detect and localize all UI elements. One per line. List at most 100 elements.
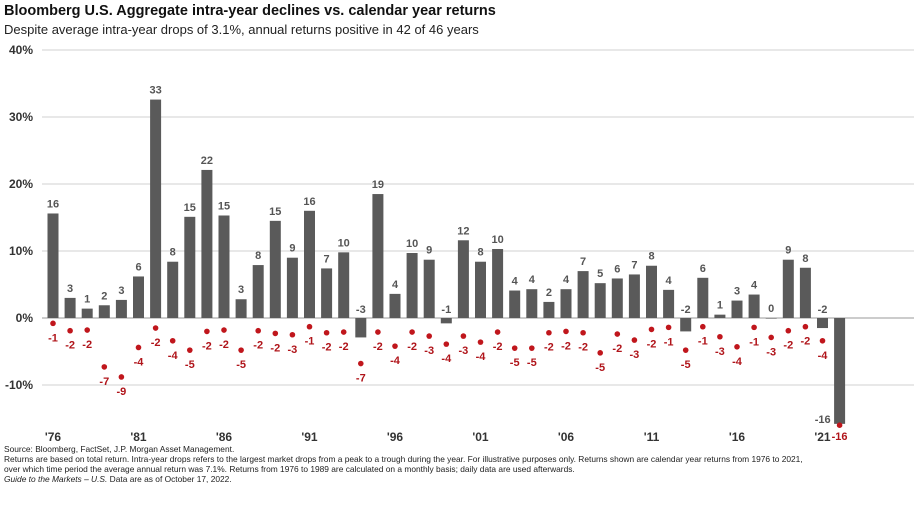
dot-label: -4 bbox=[134, 356, 145, 368]
bar-label: 10 bbox=[406, 238, 418, 250]
bar-label: 4 bbox=[563, 274, 570, 286]
bar bbox=[765, 318, 777, 319]
intra-year-decline-dot bbox=[580, 329, 586, 336]
bar bbox=[799, 267, 811, 318]
chart-title: Bloomberg U.S. Aggregate intra-year decl… bbox=[4, 3, 496, 19]
bar-label: 8 bbox=[255, 250, 261, 262]
dot-label: -5 bbox=[510, 357, 520, 369]
bar-label: 4 bbox=[512, 276, 519, 288]
y-tick-label: -10% bbox=[5, 378, 33, 392]
intra-year-decline-dot bbox=[306, 323, 313, 330]
bar bbox=[389, 293, 401, 318]
dot-label: -2 bbox=[253, 340, 263, 352]
bar bbox=[133, 276, 144, 318]
intra-year-decline-dot bbox=[751, 324, 757, 331]
bar bbox=[286, 257, 298, 318]
dot-label: -2 bbox=[339, 341, 349, 353]
bar-label: 16 bbox=[303, 196, 315, 208]
bar-label: 6 bbox=[135, 261, 141, 273]
bar bbox=[560, 289, 572, 318]
bar bbox=[338, 252, 350, 318]
bar bbox=[115, 299, 127, 318]
bar-label: 3 bbox=[118, 285, 124, 297]
y-tick-label: 20% bbox=[9, 177, 33, 191]
bar-label: 9 bbox=[426, 245, 432, 257]
bar bbox=[184, 216, 196, 318]
bar-label: 8 bbox=[477, 247, 483, 259]
dot-label: -2 bbox=[407, 341, 417, 353]
bar-label: 22 bbox=[201, 155, 213, 167]
bar-label: 2 bbox=[101, 290, 107, 302]
dot-label: -2 bbox=[151, 337, 161, 349]
dot-label: -4 bbox=[441, 353, 452, 365]
intra-year-decline-dot bbox=[204, 328, 210, 335]
bar-label: 33 bbox=[149, 85, 161, 97]
footnote-date: Data are as of October 17, 2022. bbox=[107, 474, 232, 484]
bar-label: 1 bbox=[717, 300, 723, 312]
dot-label: -1 bbox=[664, 336, 674, 348]
intra-year-decline-dot bbox=[665, 324, 672, 331]
x-tick-label: '86 bbox=[216, 430, 233, 444]
bar bbox=[321, 268, 333, 318]
y-tick-label: 40% bbox=[9, 43, 33, 57]
bar bbox=[457, 240, 469, 318]
bar bbox=[834, 318, 846, 424]
bar bbox=[218, 215, 230, 318]
dot-label: -2 bbox=[801, 336, 811, 348]
intra-year-decline-dot bbox=[289, 331, 296, 338]
intra-year-decline-dot bbox=[169, 337, 176, 344]
bar bbox=[423, 259, 435, 318]
bar bbox=[47, 213, 59, 318]
bar-label: 8 bbox=[802, 253, 808, 265]
dot-label: -5 bbox=[681, 359, 691, 371]
footnote-guide-name: Guide to the Markets – U.S. bbox=[4, 474, 108, 484]
intra-year-decline-dot bbox=[836, 422, 843, 429]
dot-label: -5 bbox=[527, 357, 537, 369]
dot-label: -2 bbox=[219, 339, 229, 351]
intra-year-decline-dot bbox=[614, 331, 621, 337]
bar-label: 15 bbox=[184, 202, 196, 214]
intra-year-decline-dot bbox=[597, 350, 603, 356]
intra-year-decline-dot bbox=[631, 337, 638, 343]
intra-year-decline-dot bbox=[494, 329, 501, 335]
dot-label: -5 bbox=[236, 359, 246, 371]
bar-label: 5 bbox=[597, 268, 603, 280]
dot-label: -3 bbox=[288, 344, 298, 356]
dot-label: -3 bbox=[715, 346, 725, 358]
intra-year-decline-dot bbox=[221, 327, 227, 333]
dot-label: -9 bbox=[117, 386, 127, 398]
bar bbox=[611, 278, 623, 318]
bar bbox=[355, 318, 367, 338]
dot-label: -2 bbox=[65, 340, 75, 352]
bar bbox=[440, 318, 452, 324]
footnote-data-date: Guide to the Markets – U.S. Data are as … bbox=[4, 474, 916, 484]
chart-subtitle: Despite average intra-year drops of 3.1%… bbox=[4, 22, 479, 37]
footnotes: Source: Bloomberg, FactSet, J.P. Morgan … bbox=[4, 444, 916, 484]
bar bbox=[269, 220, 281, 318]
dot-label: -2 bbox=[322, 342, 332, 354]
intra-year-decline-dot bbox=[648, 326, 655, 333]
intra-year-decline-dot bbox=[67, 327, 73, 334]
bar-label: 12 bbox=[457, 225, 469, 237]
dot-label: -2 bbox=[373, 341, 383, 353]
intra-year-decline-dot bbox=[426, 333, 433, 339]
x-tick-label: '91 bbox=[301, 430, 318, 444]
bar bbox=[731, 300, 743, 318]
bar bbox=[628, 274, 640, 318]
bar bbox=[64, 297, 76, 318]
intra-year-decline-dot bbox=[152, 325, 159, 331]
bar bbox=[817, 318, 828, 329]
bar bbox=[697, 277, 709, 318]
dot-label: -2 bbox=[647, 338, 657, 350]
bar-label: 7 bbox=[324, 253, 330, 265]
bar bbox=[663, 289, 675, 318]
dot-label: -5 bbox=[185, 359, 195, 371]
dot-label: -1 bbox=[48, 332, 58, 344]
bar-label: 10 bbox=[491, 234, 503, 246]
intra-year-decline-dot bbox=[802, 323, 809, 330]
intra-year-decline-dot bbox=[546, 329, 552, 336]
bar bbox=[372, 194, 384, 318]
intra-year-decline-dot bbox=[511, 345, 518, 351]
intra-year-decline-dot bbox=[118, 374, 125, 380]
intra-year-decline-dot bbox=[443, 341, 450, 347]
